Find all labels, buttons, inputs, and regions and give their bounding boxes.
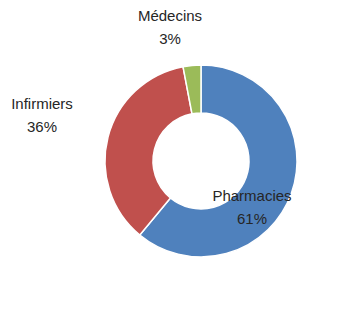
slice xyxy=(105,67,192,235)
value-label: 3% xyxy=(159,30,181,47)
category-label: Infirmiers xyxy=(11,95,73,112)
category-label: Pharmacies xyxy=(212,187,291,204)
value-label: 36% xyxy=(27,118,57,135)
category-label: Médecins xyxy=(138,7,202,24)
value-label: 61% xyxy=(237,210,267,227)
data-labels: Pharmacies 61% Infirmiers 36% Médecins 3% xyxy=(11,7,291,227)
slices xyxy=(105,65,297,257)
slice xyxy=(183,65,201,114)
chart-container: Pharmacies 61% Infirmiers 36% Médecins 3% xyxy=(0,0,351,313)
chart: Pharmacies 61% Infirmiers 36% Médecins 3% xyxy=(0,0,351,313)
